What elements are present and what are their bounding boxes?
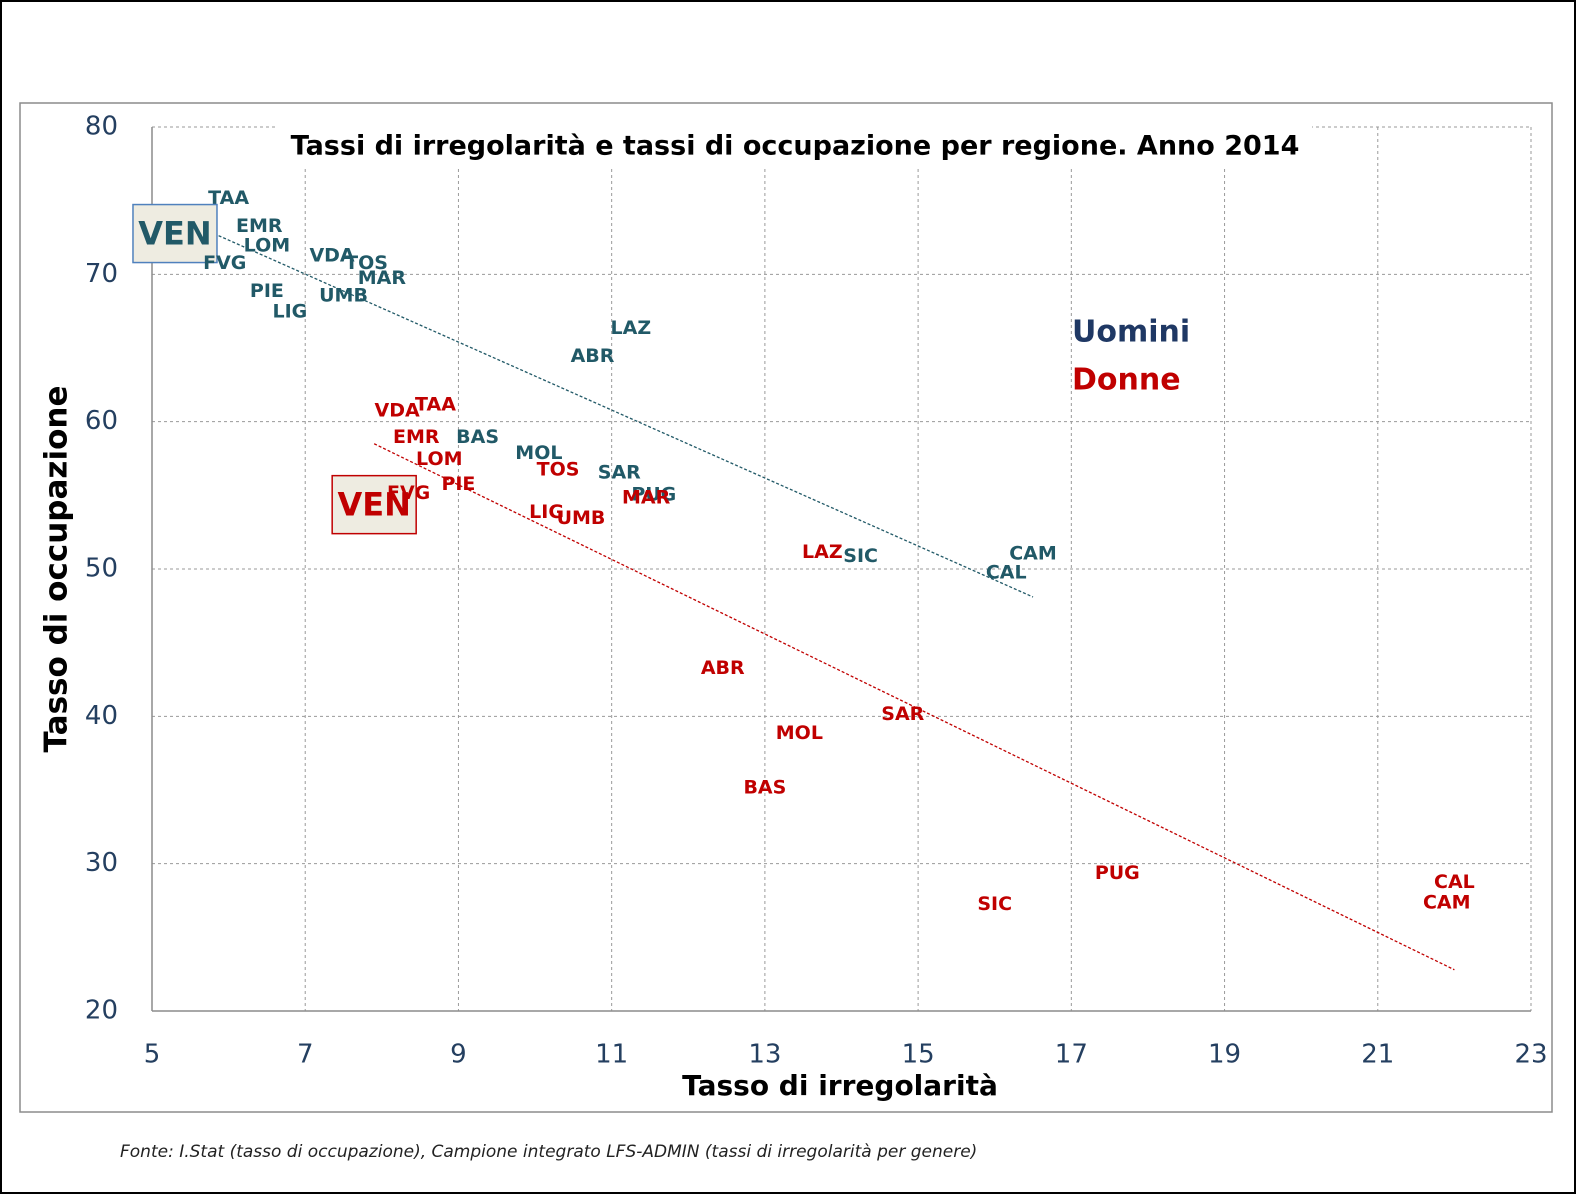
chart-title: Tassi di irregolarità e tassi di occupaz… xyxy=(291,131,1300,162)
point-label: FVG xyxy=(203,252,246,274)
point-label: EMR xyxy=(393,426,440,448)
point-label: ABR xyxy=(701,657,745,679)
y-tick-label: 80 xyxy=(85,112,118,142)
point-label: FVG xyxy=(387,482,430,504)
x-tick-label: 9 xyxy=(450,1040,467,1070)
legend-entry: Donne xyxy=(1072,363,1181,398)
x-tick-label: 13 xyxy=(748,1040,781,1070)
point-label: SIC xyxy=(843,545,878,567)
point-label: TAA xyxy=(208,187,249,209)
y-tick-label: 40 xyxy=(85,701,118,731)
point-label: CAM xyxy=(1423,891,1471,913)
point-label: PUG xyxy=(631,483,676,505)
point-label: PIE xyxy=(441,473,475,495)
point-label: MAR xyxy=(622,486,671,508)
point-label: ABR xyxy=(571,345,615,367)
x-tick-label: 19 xyxy=(1208,1040,1241,1070)
point-label: CAL xyxy=(986,561,1027,583)
x-tick-label: 15 xyxy=(902,1040,935,1070)
point-label: TAA xyxy=(415,393,456,415)
point-label: MOL xyxy=(776,722,823,744)
point-label: LOM xyxy=(244,234,291,256)
point-label: LIG xyxy=(529,501,564,523)
legend-entry: Uomini xyxy=(1072,315,1190,350)
y-tick-label: 50 xyxy=(85,554,118,584)
point-label: MOL xyxy=(515,442,562,464)
trendline xyxy=(209,231,1034,598)
plot-frame xyxy=(19,102,1553,1113)
x-axis-label: Tasso di irregolarità xyxy=(682,1069,998,1102)
point-label: SIC xyxy=(977,893,1012,915)
point-label: LIG xyxy=(273,301,308,323)
point-label: UMB xyxy=(319,284,368,306)
y-tick-label: 30 xyxy=(85,848,118,878)
point-label: PUG xyxy=(1095,862,1140,884)
point-label: UMB xyxy=(557,507,606,529)
point-label: PIE xyxy=(250,280,284,302)
point-label: TOS xyxy=(537,458,580,480)
point-label: TOS xyxy=(345,252,388,274)
source-note: Fonte: I.Stat (tasso di occupazione), Ca… xyxy=(120,1142,977,1162)
point-label: SAR xyxy=(598,461,641,483)
x-tick-label: 21 xyxy=(1361,1040,1394,1070)
y-tick-label: 20 xyxy=(85,996,118,1026)
point-label: VDA xyxy=(309,245,354,267)
point-label: LAZ xyxy=(802,541,843,563)
title-background xyxy=(276,126,1312,168)
y-tick-label: 60 xyxy=(85,406,118,436)
x-tick-label: 5 xyxy=(144,1040,161,1070)
point-label: SAR xyxy=(881,703,924,725)
x-tick-label: 23 xyxy=(1514,1040,1547,1070)
y-tick-label: 70 xyxy=(85,259,118,289)
y-axis-label: Tasso di occupazione xyxy=(39,386,75,753)
highlight-box xyxy=(132,203,218,264)
point-label: BAS xyxy=(743,777,786,799)
point-label: LAZ xyxy=(611,317,652,339)
point-label: EMR xyxy=(236,215,283,237)
point-label: CAM xyxy=(1009,542,1057,564)
highlight-box xyxy=(331,474,417,535)
trendline xyxy=(373,443,1455,971)
point-label: VDA xyxy=(375,399,420,421)
point-label: CAL xyxy=(1434,871,1475,893)
x-tick-label: 11 xyxy=(595,1040,628,1070)
point-label: VEN xyxy=(138,215,211,253)
x-tick-label: 7 xyxy=(297,1040,314,1070)
point-label: LOM xyxy=(416,448,463,470)
x-tick-label: 17 xyxy=(1055,1040,1088,1070)
point-label: BAS xyxy=(456,426,499,448)
point-label: MAR xyxy=(358,267,407,289)
point-label: VEN xyxy=(337,486,410,524)
